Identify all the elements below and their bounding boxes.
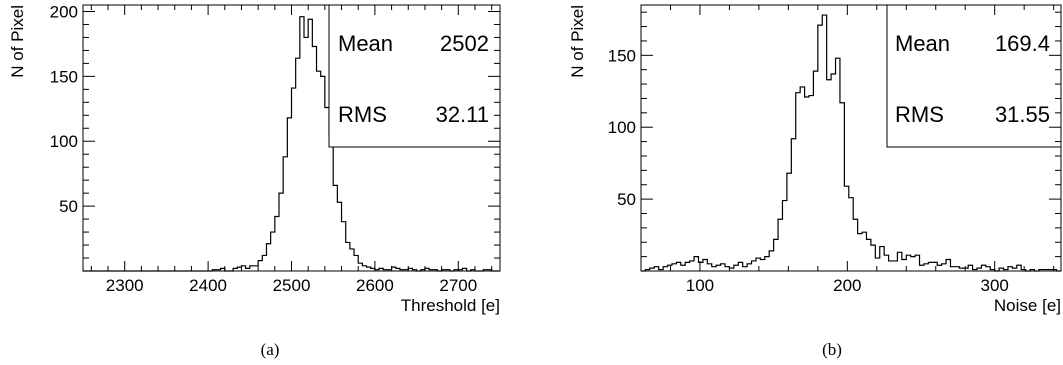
y-tick-label: 100 (608, 118, 636, 137)
y-tick-label: 150 (50, 67, 78, 86)
stats-rms-label: RMS (895, 102, 944, 127)
x-axis-label: Threshold [e] (401, 296, 500, 315)
stats-mean-value: 169.4 (995, 31, 1050, 56)
x-tick-label: 100 (686, 276, 714, 295)
y-tick-label: 100 (50, 132, 78, 151)
plot-frame (640, 4, 1062, 272)
stats-rms-value: 31.55 (995, 102, 1050, 127)
panel-caption: (a) (261, 340, 280, 359)
y-axis-label: N of Pixel (8, 5, 27, 78)
y-tick-label: 150 (608, 46, 636, 65)
panel-caption: (b) (822, 340, 842, 359)
stats-mean-value: 2502 (440, 31, 489, 56)
threshold-histogram-panel: N of Pixel Threshold [e] Mean 2502 RMS 3… (8, 2, 501, 359)
stats-box (328, 4, 501, 148)
stats-mean-label: Mean (895, 31, 950, 56)
x-tick-label: 2400 (189, 276, 227, 295)
stats-mean-label: Mean (338, 31, 393, 56)
y-tick-label: 200 (50, 2, 78, 21)
x-axis-label: Noise [e] (994, 296, 1061, 315)
x-tick-label: 2500 (273, 276, 311, 295)
stats-box (886, 4, 1062, 148)
histogram-series (641, 14, 1061, 272)
x-tick-label: 2300 (106, 276, 144, 295)
stats-rms-value: 32.11 (436, 102, 489, 127)
x-tick-label: 200 (833, 276, 861, 295)
y-tick-label: 50 (59, 197, 78, 216)
stats-rms-label: RMS (338, 102, 387, 127)
y-tick-label: 50 (617, 190, 636, 209)
x-tick-label: 2700 (439, 276, 477, 295)
x-tick-label: 300 (980, 276, 1008, 295)
y-axis-label: N of Pixel (568, 5, 587, 78)
noise-histogram-panel: N of Pixel Noise [e] Mean 169.4 RMS 31.5… (568, 4, 1062, 359)
x-tick-label: 2600 (356, 276, 394, 295)
